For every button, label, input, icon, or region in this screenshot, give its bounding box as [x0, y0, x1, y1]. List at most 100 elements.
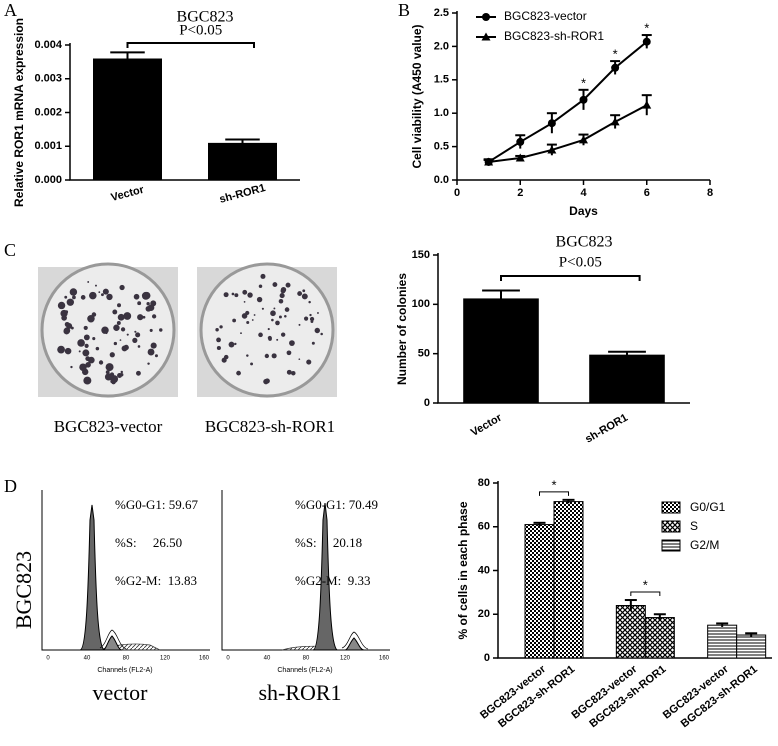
colony — [87, 314, 95, 323]
y-tick-label: 0.000 — [34, 174, 62, 186]
y-tick-label: 80 — [478, 477, 490, 489]
colony — [101, 293, 104, 297]
colony — [301, 293, 308, 300]
bar — [589, 354, 665, 403]
significance: * — [581, 75, 586, 90]
colony — [117, 313, 125, 321]
flow-x-tick-label: 160 — [379, 656, 390, 662]
colony — [264, 353, 270, 359]
flow-stat: %S: 20.18 — [295, 535, 362, 550]
photo-caption: BGC823-vector — [54, 417, 163, 436]
marker — [579, 95, 588, 104]
colony — [286, 369, 292, 375]
colony — [137, 345, 141, 348]
flow-x-tick-label: 0 — [46, 656, 50, 662]
colony — [310, 320, 314, 323]
flow-stat: %G0-G1: 70.49 — [295, 497, 378, 512]
colony — [284, 315, 287, 318]
colony — [105, 332, 108, 335]
colony — [64, 310, 69, 314]
marker — [516, 137, 525, 146]
flow-x-tick-label: 40 — [264, 656, 271, 662]
bar — [93, 58, 162, 180]
colony — [142, 315, 146, 319]
y-tick-label: 1.5 — [434, 74, 449, 86]
colony — [113, 341, 118, 346]
colony — [309, 313, 312, 317]
colony — [260, 273, 266, 279]
colony — [105, 363, 114, 372]
colony — [231, 292, 235, 296]
colony — [80, 295, 86, 300]
colony — [77, 339, 85, 347]
colony — [240, 332, 242, 335]
colony — [309, 316, 315, 322]
significance-bracket — [126, 42, 255, 48]
colony — [126, 333, 129, 336]
colony — [133, 293, 140, 300]
colony — [286, 350, 292, 356]
y-tick-label: 100 — [412, 298, 430, 310]
y-tick-label: 0 — [424, 397, 430, 409]
colony — [146, 302, 150, 306]
colony — [110, 375, 119, 383]
y-tick-label: 0.004 — [34, 39, 62, 51]
flow-stat: %S: 26.50 — [115, 535, 182, 550]
colony — [123, 312, 132, 320]
marker — [515, 153, 525, 162]
colony — [79, 363, 87, 371]
colony — [149, 328, 153, 332]
colony — [261, 307, 264, 310]
significance-bracket — [630, 591, 661, 597]
colony — [258, 284, 263, 288]
y-tick-label: 1.0 — [434, 107, 449, 119]
bar — [644, 617, 675, 659]
colony — [135, 332, 141, 338]
colony — [221, 357, 227, 363]
significance: * — [643, 577, 648, 592]
colony — [245, 310, 250, 316]
y-tick-label: 50 — [418, 348, 430, 360]
colony — [302, 289, 306, 293]
y-axis-label: Cell viability (A450 value) — [410, 24, 424, 168]
flow-x-tick-label: 40 — [84, 656, 91, 662]
colony — [306, 359, 312, 365]
x-tick-label: 4 — [580, 187, 587, 199]
x-tick-label: Vector — [110, 184, 146, 204]
colony — [85, 356, 91, 362]
colony — [308, 300, 311, 304]
colony — [120, 370, 124, 374]
marker — [579, 135, 588, 144]
colony — [234, 342, 237, 346]
colony — [137, 301, 142, 306]
colony — [267, 327, 270, 331]
bar — [553, 501, 584, 659]
colony — [228, 341, 235, 348]
colony — [246, 354, 249, 357]
colony — [279, 293, 285, 299]
panel-label: C — [4, 240, 16, 260]
legend-label: BGC823-vector — [504, 9, 587, 23]
dish — [199, 262, 335, 398]
colony — [304, 316, 309, 321]
colony — [116, 321, 121, 325]
legend-label: G0/G1 — [690, 500, 726, 514]
colony — [256, 296, 263, 303]
chart-title: BGC823 — [556, 234, 613, 251]
colony — [278, 298, 284, 304]
significance: * — [551, 477, 556, 492]
flow-x-tick-label: 0 — [226, 656, 230, 662]
marker — [484, 157, 494, 166]
colony — [119, 339, 122, 341]
flow-x-tick-label: 120 — [340, 656, 351, 662]
colony — [78, 350, 81, 353]
y-tick-label: 60 — [478, 521, 490, 533]
x-axis-label: Days — [569, 204, 598, 218]
colony — [64, 321, 70, 327]
marker — [611, 63, 620, 72]
colony — [215, 328, 219, 332]
legend-marker — [482, 13, 490, 21]
colony — [112, 309, 118, 315]
colony — [57, 301, 66, 310]
